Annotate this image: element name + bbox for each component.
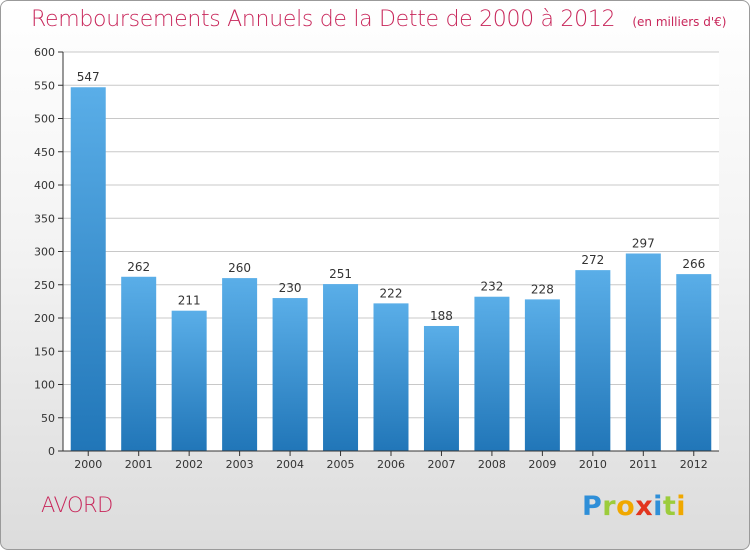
commune-name: AVORD xyxy=(41,493,113,517)
bar xyxy=(423,325,459,451)
y-tick-label: 300 xyxy=(34,246,55,259)
y-tick-label: 450 xyxy=(34,146,55,159)
y-tick-label: 350 xyxy=(34,212,55,225)
bar xyxy=(171,310,207,451)
data-label: 211 xyxy=(178,294,201,308)
y-tick-label: 50 xyxy=(41,412,55,425)
bar xyxy=(323,284,359,451)
bar xyxy=(272,298,308,451)
data-label: 251 xyxy=(329,267,352,281)
bar xyxy=(575,270,611,451)
x-tick-label: 2005 xyxy=(327,458,355,471)
data-label: 230 xyxy=(279,281,302,295)
x-tick-label: 2004 xyxy=(276,458,304,471)
chart-title: Remboursements Annuels de la Dette de 20… xyxy=(31,7,726,32)
bar xyxy=(474,296,510,451)
y-tick-label: 250 xyxy=(34,279,55,292)
logo-letter: x xyxy=(635,491,654,522)
data-label: 266 xyxy=(682,257,705,271)
y-tick-label: 150 xyxy=(34,345,55,358)
x-tick-label: 2003 xyxy=(226,458,254,471)
data-label: 297 xyxy=(632,236,655,250)
title-text: Remboursements Annuels de la Dette de 20… xyxy=(31,7,616,32)
y-tick-label: 0 xyxy=(48,445,55,458)
data-label: 547 xyxy=(77,70,100,84)
y-tick-label: 550 xyxy=(34,79,55,92)
proxiti-logo: Proxiti xyxy=(582,491,686,522)
bar xyxy=(625,253,661,451)
logo-letter: r xyxy=(602,491,617,522)
bar xyxy=(70,87,106,452)
x-tick-label: 2011 xyxy=(629,458,657,471)
y-tick-label: 100 xyxy=(34,379,55,392)
data-label: 272 xyxy=(581,253,604,267)
data-label: 222 xyxy=(380,286,403,300)
y-tick-label: 500 xyxy=(34,113,55,126)
logo-letter: o xyxy=(616,491,636,522)
logo-letter: P xyxy=(582,491,603,522)
x-tick-label: 2008 xyxy=(478,458,506,471)
bar xyxy=(373,303,409,451)
x-tick-label: 2009 xyxy=(528,458,556,471)
data-label: 232 xyxy=(480,280,503,294)
logo-letter: t xyxy=(662,491,677,522)
data-label: 188 xyxy=(430,309,453,323)
bar xyxy=(676,274,712,451)
data-label: 260 xyxy=(228,261,251,275)
bar xyxy=(222,278,258,451)
bar xyxy=(121,276,157,451)
x-tick-label: 2006 xyxy=(377,458,405,471)
y-tick-label: 600 xyxy=(34,46,55,59)
data-label: 228 xyxy=(531,282,554,296)
unit-text: (en milliers d'€) xyxy=(632,15,727,29)
x-tick-label: 2007 xyxy=(427,458,455,471)
y-tick-label: 200 xyxy=(34,312,55,325)
x-tick-label: 2001 xyxy=(125,458,153,471)
logo-letter: i xyxy=(676,491,687,522)
bar xyxy=(524,299,560,451)
y-tick-label: 400 xyxy=(34,179,55,192)
x-tick-label: 2010 xyxy=(579,458,607,471)
data-label: 262 xyxy=(127,260,150,274)
x-tick-label: 2012 xyxy=(680,458,708,471)
logo-letter: i xyxy=(653,491,663,522)
x-tick-label: 2000 xyxy=(74,458,102,471)
x-tick-label: 2002 xyxy=(175,458,203,471)
